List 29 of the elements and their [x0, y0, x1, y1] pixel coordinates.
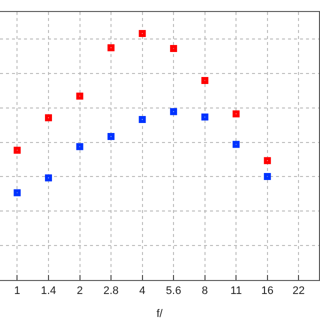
point: [201, 114, 208, 121]
x-tick-label: 4: [139, 285, 146, 298]
x-tick-label: 5.6: [166, 285, 182, 298]
x-tick-label: 11: [230, 285, 242, 298]
point: [76, 143, 84, 150]
point: [44, 114, 52, 122]
x-tick-label: 2.8: [103, 285, 119, 298]
point: [170, 44, 178, 52]
point: [76, 92, 84, 100]
point: [232, 110, 240, 118]
point: [14, 189, 21, 196]
x-tick-label: 22: [292, 285, 305, 298]
x-tick-label: 1: [14, 285, 20, 298]
x-tick-label: 2: [76, 285, 83, 298]
point: [138, 30, 146, 37]
x-tick-label: 8: [202, 285, 208, 298]
x-axis-title: f/: [156, 308, 164, 320]
point: [108, 44, 115, 52]
point: [138, 116, 146, 123]
point: [201, 77, 208, 84]
point: [14, 146, 21, 154]
point: [264, 157, 271, 164]
point: [44, 174, 52, 182]
point: [232, 140, 240, 148]
point: [108, 133, 115, 140]
x-tick-label: 16: [261, 285, 274, 298]
x-tick-label: 1.4: [40, 285, 56, 298]
point: [264, 172, 271, 180]
point: [170, 108, 178, 116]
